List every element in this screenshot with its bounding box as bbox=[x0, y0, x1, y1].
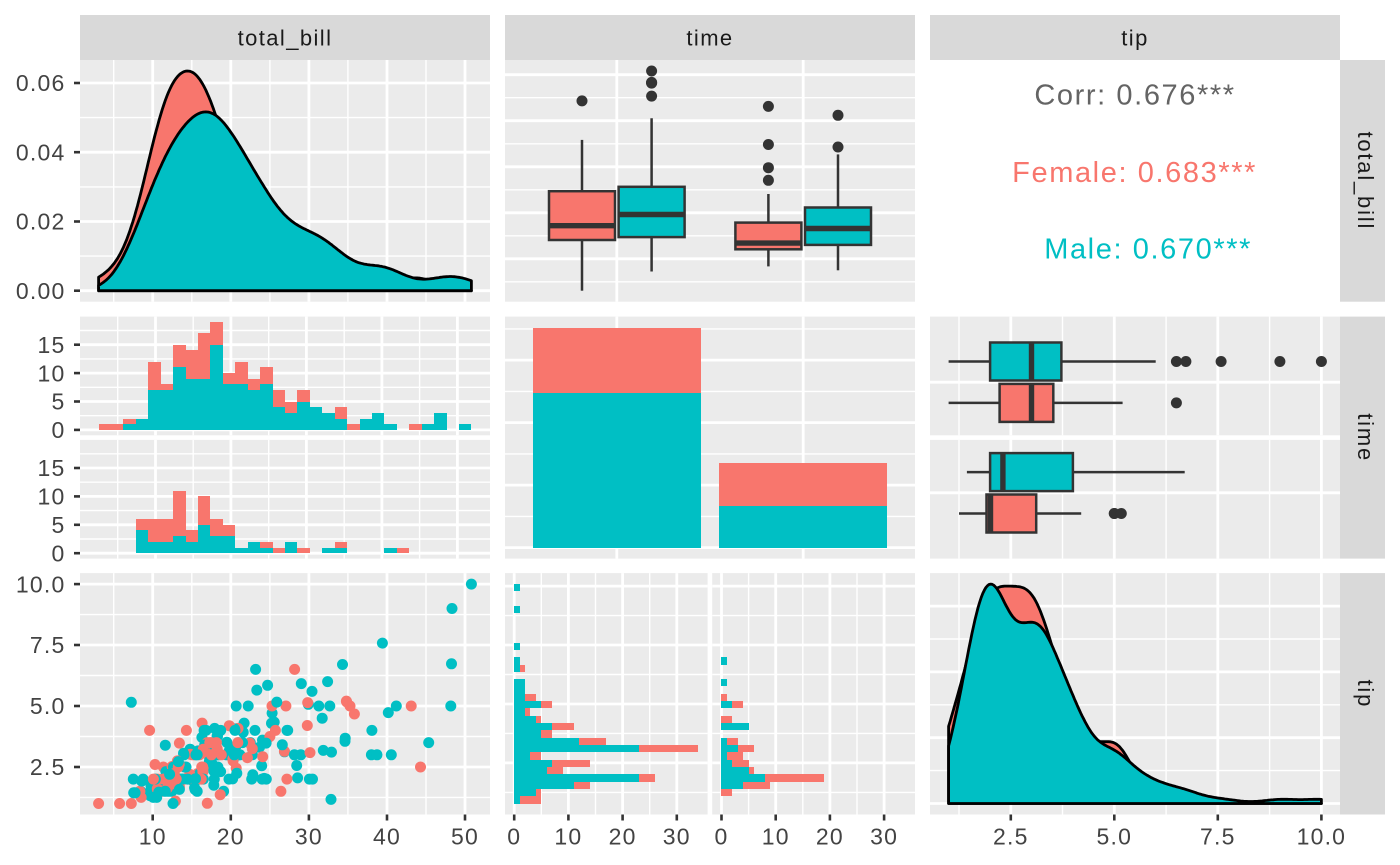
svg-text:0.00: 0.00 bbox=[16, 278, 66, 304]
svg-text:tip: tip bbox=[1121, 26, 1148, 51]
svg-text:20: 20 bbox=[217, 824, 245, 850]
svg-text:15: 15 bbox=[38, 332, 66, 358]
svg-text:time: time bbox=[1353, 413, 1378, 462]
svg-text:0: 0 bbox=[52, 540, 66, 566]
svg-text:Female: 0.683***: Female: 0.683*** bbox=[1012, 157, 1257, 189]
svg-text:10.0: 10.0 bbox=[16, 571, 66, 597]
svg-text:5: 5 bbox=[52, 512, 66, 538]
svg-text:total_bill: total_bill bbox=[238, 26, 333, 51]
svg-text:50: 50 bbox=[451, 824, 479, 850]
svg-text:10.0: 10.0 bbox=[1297, 824, 1347, 850]
svg-text:40: 40 bbox=[373, 824, 401, 850]
svg-text:30: 30 bbox=[663, 824, 691, 850]
svg-text:10: 10 bbox=[38, 484, 66, 510]
svg-text:10: 10 bbox=[554, 824, 582, 850]
svg-text:10: 10 bbox=[139, 824, 167, 850]
svg-text:30: 30 bbox=[870, 824, 898, 850]
svg-text:0: 0 bbox=[507, 824, 521, 850]
svg-text:2.5: 2.5 bbox=[993, 824, 1029, 850]
svg-text:5: 5 bbox=[52, 389, 66, 415]
svg-text:7.5: 7.5 bbox=[30, 632, 66, 658]
svg-text:Corr: 0.676***: Corr: 0.676*** bbox=[1034, 80, 1235, 112]
svg-text:30: 30 bbox=[295, 824, 323, 850]
svg-text:0: 0 bbox=[715, 824, 729, 850]
svg-text:10: 10 bbox=[38, 360, 66, 386]
svg-text:time: time bbox=[686, 26, 733, 51]
svg-text:0.04: 0.04 bbox=[16, 139, 66, 165]
svg-text:5.0: 5.0 bbox=[30, 693, 66, 719]
svg-text:15: 15 bbox=[38, 455, 66, 481]
svg-text:Male: 0.670***: Male: 0.670*** bbox=[1044, 234, 1252, 266]
svg-text:10: 10 bbox=[762, 824, 790, 850]
svg-text:20: 20 bbox=[816, 824, 844, 850]
svg-text:tip: tip bbox=[1353, 679, 1378, 708]
svg-text:7.5: 7.5 bbox=[1200, 824, 1236, 850]
svg-text:2.5: 2.5 bbox=[30, 754, 66, 780]
svg-text:0: 0 bbox=[52, 417, 66, 443]
svg-text:20: 20 bbox=[609, 824, 637, 850]
svg-text:total_bill: total_bill bbox=[1353, 131, 1378, 230]
svg-text:0.02: 0.02 bbox=[16, 209, 66, 235]
svg-text:0.06: 0.06 bbox=[16, 70, 66, 96]
svg-text:5.0: 5.0 bbox=[1097, 824, 1133, 850]
